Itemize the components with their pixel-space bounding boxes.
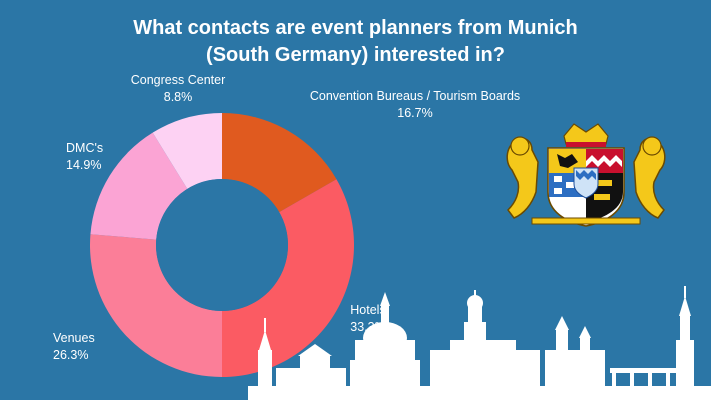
slice-hotels [222, 179, 355, 377]
slice-venues [89, 234, 222, 377]
donut-chart [89, 113, 355, 377]
bavarian-coat-of-arms-icon [506, 123, 666, 227]
chart-title-line1: What contacts are event planners from Mu… [133, 17, 578, 39]
label-hotels-name: Hotels [350, 303, 386, 317]
slice-congress-center [152, 113, 222, 189]
slice-convention-bureaus-tourism-boards [222, 113, 337, 213]
slice-dmc-s [90, 132, 188, 240]
label-dmcs: DMC's 14.9% [66, 140, 146, 174]
label-venues: Venues 26.3% [53, 330, 133, 364]
label-hotels-value: 33.3% [350, 320, 386, 334]
city-skyline-silhouette [248, 286, 711, 400]
label-congress-center-value: 8.8% [163, 90, 193, 104]
label-congress-center-name: Congress Center [130, 73, 226, 87]
label-hotels: Hotels 33.3% [333, 302, 403, 336]
label-venues-value: 26.3% [53, 348, 89, 362]
donut-hole [156, 179, 288, 311]
label-dmcs-value: 14.9% [66, 158, 102, 172]
label-convention-bureaus-value: 16.7% [397, 106, 433, 120]
label-dmcs-name: DMC's [66, 141, 104, 155]
label-convention-bureaus-name: Convention Bureaus / Tourism Boards [309, 89, 521, 103]
label-venues-name: Venues [53, 331, 95, 345]
label-convention-bureaus: Convention Bureaus / Tourism Boards 16.7… [300, 88, 530, 122]
label-congress-center: Congress Center 8.8% [118, 72, 238, 106]
chart-title-line2: (South Germany) interested in? [206, 44, 505, 66]
